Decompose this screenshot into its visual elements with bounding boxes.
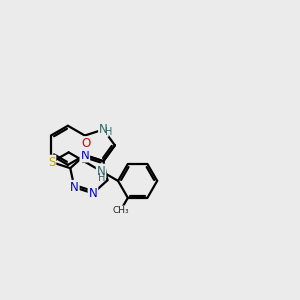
Text: N: N: [70, 181, 79, 194]
Text: O: O: [81, 137, 90, 150]
Text: H: H: [105, 127, 112, 137]
Text: CH₃: CH₃: [112, 206, 129, 215]
Text: S: S: [48, 156, 56, 169]
Text: N: N: [80, 148, 89, 162]
Text: N: N: [99, 123, 108, 136]
Text: N: N: [88, 187, 97, 200]
Text: H: H: [98, 173, 106, 183]
Text: N: N: [97, 165, 106, 178]
